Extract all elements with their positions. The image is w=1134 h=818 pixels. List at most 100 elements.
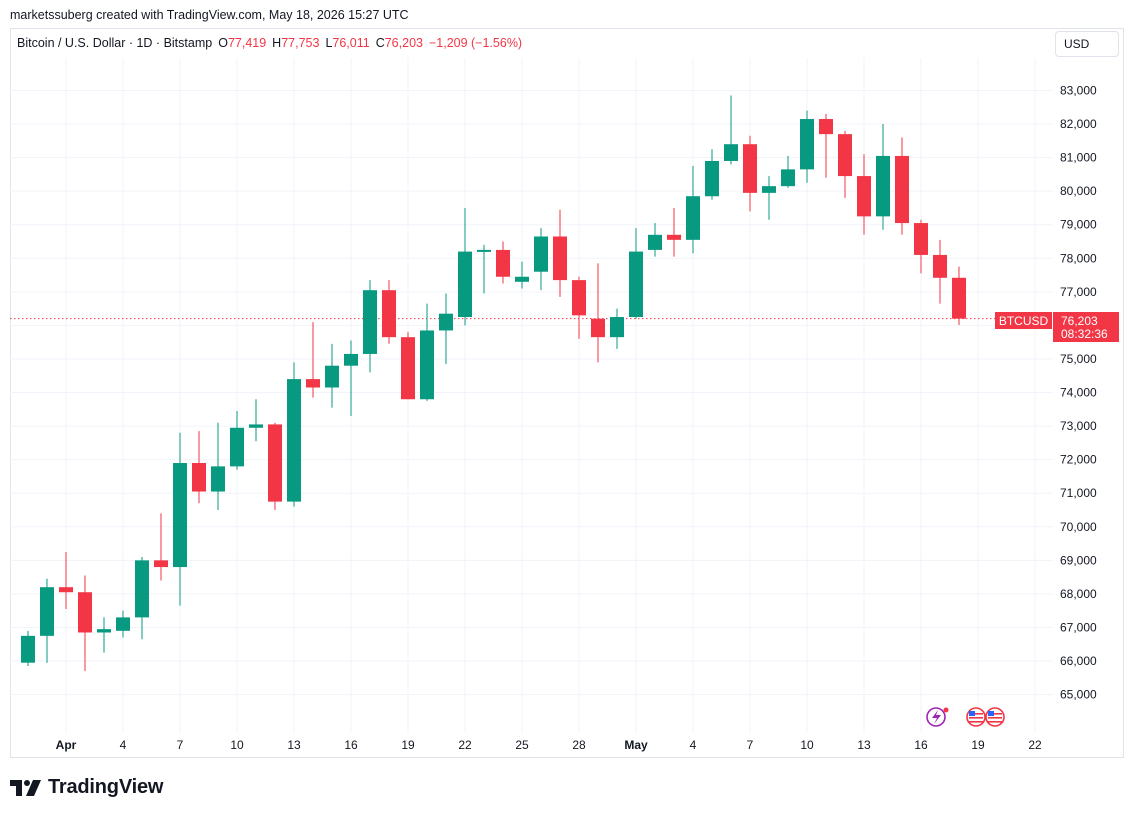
candle-down (78, 575, 92, 672)
us-flag-icon[interactable] (966, 707, 986, 727)
time-axis: Apr 4 7 10 13 16 19 22 25 28 May 4 7 10 13 16 19 22 (56, 738, 1042, 752)
candle-down (591, 263, 605, 363)
candle-body (724, 144, 738, 161)
candle-up (173, 432, 187, 606)
candle-up (344, 340, 358, 417)
chart-attribution: marketssuberg created with TradingView.c… (10, 8, 409, 22)
x-tick-label: 10 (230, 738, 244, 752)
candle-up (97, 617, 111, 653)
candle-up (325, 343, 339, 408)
candle-body (781, 169, 795, 187)
candle-up (420, 303, 434, 401)
candle-body (268, 424, 282, 502)
candle-up (610, 308, 624, 349)
candle-body (705, 160, 719, 197)
candle-body (591, 318, 605, 338)
x-tick-label: 19 (401, 738, 415, 752)
candle-down (838, 130, 852, 198)
candle-down (192, 431, 206, 504)
y-tick-label: 68,000 (1060, 587, 1097, 601)
currency-button[interactable]: USD (1055, 31, 1119, 57)
candle-down (59, 551, 73, 610)
x-tick-label: 16 (914, 738, 928, 752)
x-tick-label: 4 (120, 738, 127, 752)
candle-body (344, 353, 358, 366)
candle-down (895, 137, 909, 235)
legend-high-label: H (272, 36, 282, 50)
legend-low-label: L (325, 36, 333, 50)
candle-up (287, 362, 301, 507)
legend-close-label: C (375, 36, 385, 50)
candle-body (192, 463, 206, 492)
legend-close-value: 76,203 (384, 36, 423, 50)
candle-up (724, 95, 738, 165)
price-tag-bg (1053, 312, 1119, 342)
symbol-legend: Bitcoin / U.S. Dollar · 1D · Bitstamp O 77… (17, 36, 522, 50)
candle-body (648, 234, 662, 250)
x-tick-label: 22 (458, 738, 472, 752)
candle-up (705, 149, 719, 200)
tradingview-brand[interactable]: TradingView (10, 776, 163, 799)
candle-down (819, 113, 833, 178)
candle-body (515, 276, 529, 282)
price-tag-countdown: 08:32:36 (1061, 327, 1108, 341)
y-tick-label: 66,000 (1060, 654, 1097, 668)
y-tick-label: 72,000 (1060, 453, 1097, 467)
candle-body (135, 560, 149, 618)
candle-down (496, 241, 510, 284)
candle-body (439, 313, 453, 331)
y-tick-label: 69,000 (1060, 553, 1097, 567)
candle-body (420, 330, 434, 400)
legend-high-value: 77,753 (281, 36, 320, 50)
candle-body (401, 337, 415, 400)
candle-up (800, 110, 814, 183)
candle-body (686, 196, 700, 240)
candle-body (857, 176, 871, 217)
candle-up (230, 410, 244, 470)
candle-body (914, 223, 928, 255)
candle-up (629, 228, 643, 319)
symbol-tag-text: BTCUSD (999, 314, 1049, 328)
price-axis: 65,000 66,000 67,000 68,000 69,000 70,000 71,0… (1060, 84, 1097, 702)
last-price-tag: BTCUSD 76,203 08:32:36 (995, 312, 1119, 342)
candle-up (439, 293, 453, 365)
candle-body (876, 155, 890, 217)
candle-body (819, 119, 833, 135)
symbol-tag-bg (995, 312, 1052, 329)
candle-body (116, 617, 130, 631)
legend-open-label: O (218, 36, 228, 50)
x-tick-label: 19 (971, 738, 985, 752)
candle-body (287, 379, 301, 502)
y-tick-label: 79,000 (1060, 218, 1097, 232)
candle-body (895, 155, 909, 224)
y-tick-label: 67,000 (1060, 620, 1097, 634)
legend-change: −1,209 (−1.56%) (428, 36, 523, 50)
candle-body (230, 427, 244, 467)
candle-up (686, 166, 700, 254)
candle-up (363, 280, 377, 373)
legend-symbol[interactable]: Bitcoin / U.S. Dollar · 1D · Bitstamp (17, 36, 213, 50)
economic-event-icon[interactable] (926, 707, 949, 727)
candle-up (40, 578, 54, 663)
candle-down (572, 276, 586, 339)
x-tick-label: 13 (287, 738, 301, 752)
candle-body (952, 277, 966, 319)
x-tick-label: May (624, 738, 648, 752)
y-tick-label: 75,000 (1060, 352, 1097, 366)
candle-up (781, 155, 795, 188)
y-tick-label: 81,000 (1060, 151, 1097, 165)
x-tick-label: Apr (56, 738, 77, 752)
us-flag-icon[interactable] (985, 707, 1005, 727)
x-tick-label: 22 (1028, 738, 1042, 752)
candle-down (743, 135, 757, 212)
candle-up (762, 176, 776, 220)
x-tick-label: 4 (690, 738, 697, 752)
candle-down (553, 209, 567, 297)
candle-up (876, 124, 890, 230)
candle-up (648, 223, 662, 257)
candle-body (306, 379, 320, 388)
candle-body (477, 249, 491, 252)
candles (21, 95, 966, 672)
candle-down (268, 422, 282, 510)
